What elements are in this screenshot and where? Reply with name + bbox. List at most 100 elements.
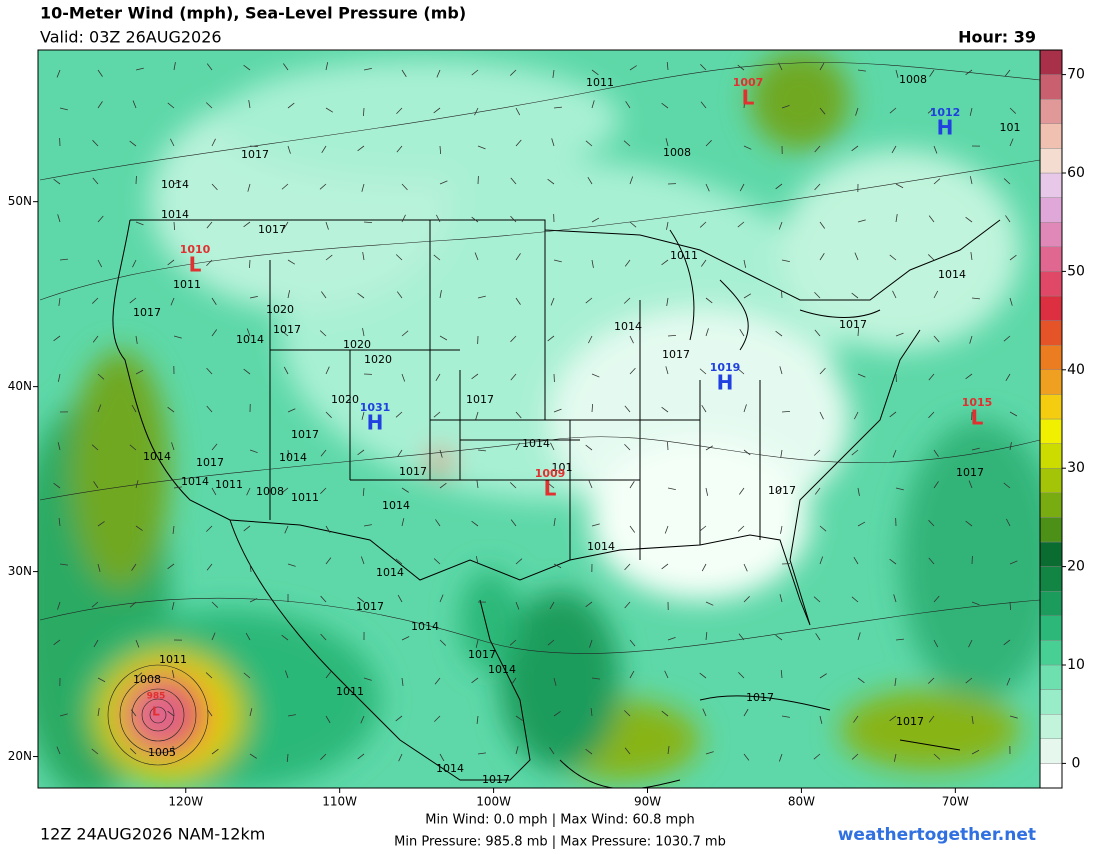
x-tick-label: 120W [168, 795, 203, 809]
isobar-label: 1011 [586, 76, 614, 89]
x-tick-label: 80W [788, 795, 815, 809]
isobar-label: 1017 [466, 393, 494, 406]
isobar-label: 1014 [279, 451, 307, 464]
isobar-label: 1014 [614, 320, 642, 333]
isobar-label: 1011 [336, 685, 364, 698]
colorbar-tick-label: 50 [1067, 263, 1085, 279]
isobar-label: 1020 [364, 353, 392, 366]
isobar-label: 1014 [161, 178, 189, 191]
y-tick-label: 40N [8, 379, 32, 393]
isobar-label: 1017 [291, 428, 319, 441]
isobar-label: 1017 [839, 318, 867, 331]
pressure-center-letter: H [937, 116, 954, 140]
colorbar-tick-label: 30 [1067, 460, 1085, 476]
pressure-center-letter: H [717, 371, 734, 395]
isobar-label: 1017 [356, 600, 384, 613]
isobar-label: 1014 [382, 499, 410, 512]
isobar-label: 1011 [159, 653, 187, 666]
colorbar-band [1040, 763, 1062, 788]
y-tick-label: 20N [8, 749, 32, 763]
colorbar-band [1040, 493, 1062, 518]
colorbar-band [1040, 468, 1062, 493]
wind-barb [363, 108, 364, 116]
pressure-center-value: 985 [147, 692, 166, 702]
colorbar-tick-label: 0 [1072, 755, 1081, 771]
x-tick-label: 110W [322, 795, 357, 809]
isobar-label: 1011 [173, 278, 201, 291]
pressure-center-letter: L [742, 86, 755, 110]
pressure-center-letter: L [544, 477, 557, 501]
isobar-label: 1020 [331, 393, 359, 406]
isobar-label: 1014 [436, 762, 464, 775]
colorbar-tick-label: 20 [1067, 559, 1085, 575]
x-tick-label: 90W [634, 795, 661, 809]
pressure-center-letter: H [367, 411, 384, 435]
colorbar-band [1040, 50, 1062, 75]
colorbar-tick-label: 70 [1067, 67, 1085, 83]
colorbar-band [1040, 173, 1062, 198]
wind-barb [781, 290, 782, 298]
colorbar-band [1040, 517, 1062, 542]
isobar-label: 1011 [670, 249, 698, 262]
isobar-label: 1008 [899, 73, 927, 86]
colorbar-band [1040, 247, 1062, 272]
isobar-label: 1014 [143, 450, 171, 463]
colorbar-band [1040, 616, 1062, 641]
colorbar-band [1040, 714, 1062, 739]
isobar-label: 1017 [399, 465, 427, 478]
isobar-label: 1008 [256, 485, 284, 498]
isobar-label: 1014 [587, 540, 615, 553]
isobar-label: 1014 [376, 566, 404, 579]
colorbar-band [1040, 444, 1062, 469]
isobar-label: 1017 [133, 306, 161, 319]
y-tick-label: 50N [8, 194, 32, 208]
isobar-label: 1005 [148, 746, 176, 759]
forecast-hour: Hour: 39 [958, 28, 1036, 47]
isobar-label: 1017 [468, 648, 496, 661]
colorbar-band [1040, 640, 1062, 665]
colorbar-band [1040, 75, 1062, 100]
x-tick-label: 70W [942, 795, 969, 809]
isobar-label: 1014 [236, 333, 264, 346]
colorbar-band [1040, 739, 1062, 764]
isobar-label: 1014 [161, 208, 189, 221]
isobar-label: 1017 [258, 223, 286, 236]
isobar-label: 1014 [488, 663, 516, 676]
colorbar-band [1040, 124, 1062, 149]
title: 10-Meter Wind (mph), Sea-Level Pressure … [40, 4, 466, 23]
colorbar-band [1040, 591, 1062, 616]
colorbar-band [1040, 690, 1062, 715]
isobar-label: 1014 [522, 437, 550, 450]
isobar-label: 1017 [956, 466, 984, 479]
isobar-label: 1014 [411, 620, 439, 633]
wind-barb [249, 260, 250, 268]
colorbar-band [1040, 198, 1062, 223]
isobar-label: 1020 [343, 338, 371, 351]
isobar-label: 101 [1000, 121, 1021, 134]
y-tick-label: 30N [8, 564, 32, 578]
colorbar-band [1040, 345, 1062, 370]
colorbar-band [1040, 296, 1062, 321]
wind-barb [667, 442, 668, 450]
colorbar-band [1040, 665, 1062, 690]
isobar-label: 1011 [215, 478, 243, 491]
pressure-center-letter: L [189, 253, 202, 277]
isobar-label: 1017 [896, 715, 924, 728]
isobar-label: 1017 [482, 773, 510, 786]
wind-range: Min Wind: 0.0 mph | Max Wind: 60.8 mph [425, 813, 694, 828]
pressure-center-letter: L [971, 406, 984, 430]
site-credit: weathertogether.net [838, 825, 1036, 845]
isobar-label: 1008 [133, 673, 161, 686]
colorbar-band [1040, 567, 1062, 592]
colorbar-band [1040, 321, 1062, 346]
x-tick-label: 100W [476, 795, 511, 809]
isobar-label: 1008 [663, 146, 691, 159]
isobar-label: 1014 [181, 475, 209, 488]
colorbar-tick-label: 60 [1067, 165, 1085, 181]
isobar-label: 1017 [196, 456, 224, 469]
colorbar-band [1040, 370, 1062, 395]
colorbar-band [1040, 419, 1062, 444]
pressure-range: Min Pressure: 985.8 mb | Max Pressure: 1… [394, 835, 726, 850]
isobar-label: 1017 [746, 691, 774, 704]
